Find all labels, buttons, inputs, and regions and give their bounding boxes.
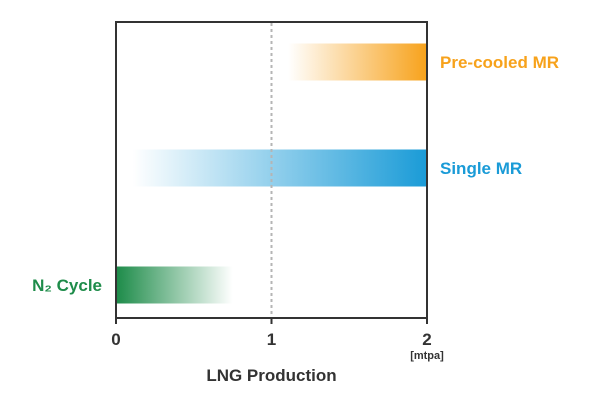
x-axis-ticks: 0 1 2 [111, 318, 432, 349]
series-labels: Pre-cooled MR Single MR N₂ Cycle [32, 53, 559, 295]
bars-layer [117, 43, 428, 304]
series-label-single-mr: Single MR [440, 159, 522, 178]
x-tick-label-1: 1 [267, 330, 276, 349]
bar-single-mr [132, 149, 428, 187]
x-tick-label-0: 0 [111, 330, 120, 349]
x-tick-label-2: 2 [422, 330, 431, 349]
x-axis-title: LNG Production [206, 366, 336, 385]
bar-n-cycle [117, 266, 233, 304]
bar-pre-cooled-mr [288, 43, 427, 81]
x-axis-unit-label: [mtpa] [410, 350, 444, 362]
series-label-pre-cooled-mr: Pre-cooled MR [440, 53, 559, 72]
series-label-n-cycle: N₂ Cycle [32, 276, 102, 295]
